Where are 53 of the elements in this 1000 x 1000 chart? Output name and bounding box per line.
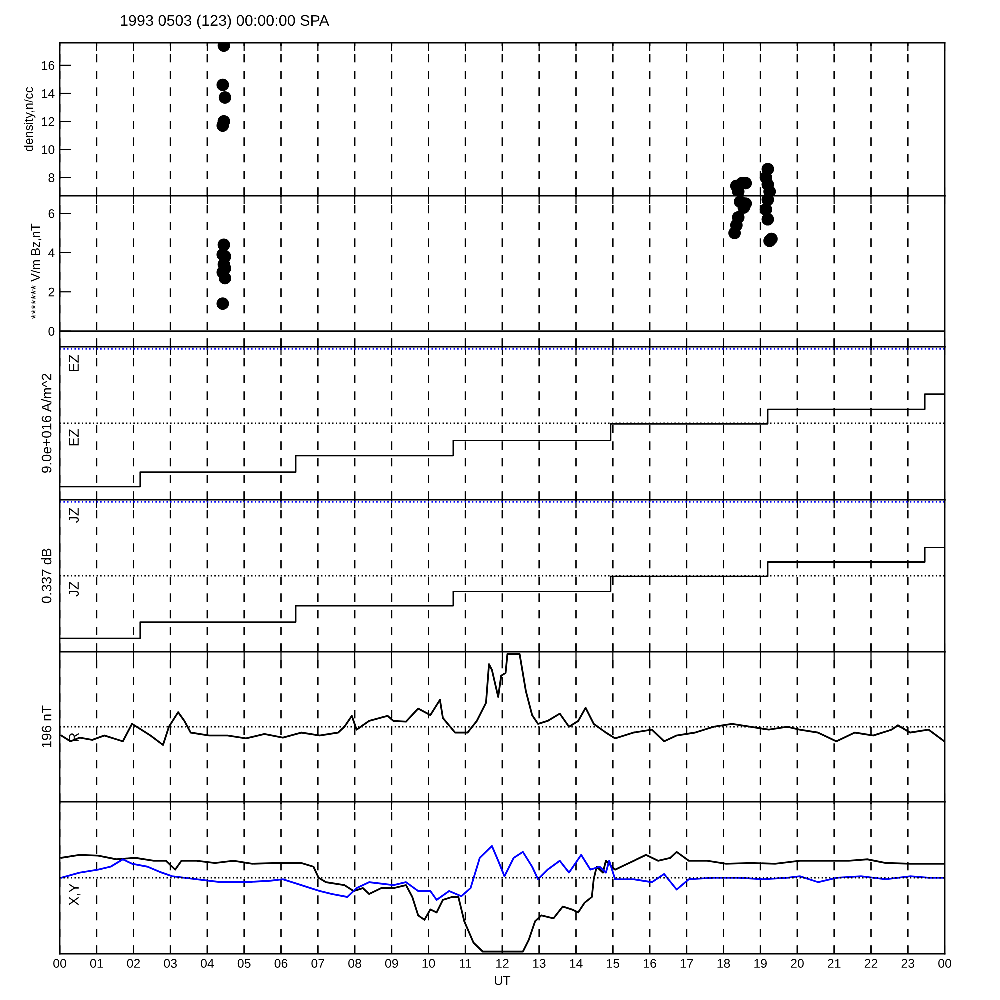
text: JZ [69, 508, 80, 523]
y-tick-label: 4 [48, 248, 55, 258]
x-tick-label: 21 [828, 959, 841, 968]
y-tick-label: 8 [48, 174, 55, 182]
x-tick-label: 03 [164, 959, 178, 968]
x-tick-label: 05 [238, 959, 251, 968]
point [218, 91, 232, 104]
y-axis-title: 9.0e+016 A/m^2 [41, 374, 52, 474]
x-tick-label: 23 [902, 959, 915, 968]
point [216, 78, 230, 92]
x-tick-label: 13 [533, 959, 546, 968]
y-tick-label: 10 [42, 145, 55, 154]
x-tick-label: 11 [460, 959, 472, 968]
chart-title: 1993 0503 (123) 00:00:00 SPA [121, 14, 330, 30]
x-tick-label: 09 [385, 959, 398, 968]
x-tick-label: 00 [938, 959, 952, 968]
y-tick-label: 2 [48, 288, 55, 297]
x-tick-label: 06 [274, 959, 288, 968]
text: EZ [69, 355, 79, 372]
x-tick-label: 22 [864, 959, 878, 968]
x-tick-label: 14 [570, 959, 583, 968]
point [218, 238, 230, 252]
annotation: X,Y [69, 884, 81, 906]
x-tick-label: 07 [312, 959, 324, 968]
x-tick-label: 17 [680, 959, 694, 968]
y-axis-title: ******* V/m Bz,nT [30, 224, 42, 320]
annotation: JZ [69, 582, 80, 597]
x-tick-label: 04 [201, 959, 214, 968]
y-axis-title: 0.337 dB [41, 548, 52, 604]
y-axis-title: density,n/cc [24, 87, 36, 152]
x-tick-label: 12 [496, 959, 509, 968]
x-tick-label: 16 [644, 959, 656, 968]
y-tick-label: 14 [42, 89, 55, 98]
point [728, 227, 742, 240]
x-tick-label: 20 [791, 959, 804, 968]
x-tick-label: 10 [422, 959, 436, 968]
x-tick-label: 15 [607, 959, 620, 968]
x-tick-label: 18 [718, 959, 730, 968]
y-tick-label: 6 [48, 209, 55, 218]
annotation: EZ [69, 429, 79, 446]
y-tick-label: 0 [48, 327, 55, 336]
x-tick-label: 00 [54, 959, 66, 968]
point [216, 298, 230, 310]
x-tick-label: 08 [348, 959, 362, 968]
x-tick-label: 19 [754, 959, 767, 968]
point [764, 186, 776, 196]
x-axis-title: UT [495, 976, 511, 986]
y-axis-title: 196 nT [42, 706, 52, 748]
y-tick-label: 16 [42, 61, 55, 70]
x-tick-label: 01 [90, 959, 104, 968]
x-tick-label: 02 [127, 959, 140, 968]
y-tick-label: 12 [42, 117, 55, 126]
point [762, 213, 774, 226]
